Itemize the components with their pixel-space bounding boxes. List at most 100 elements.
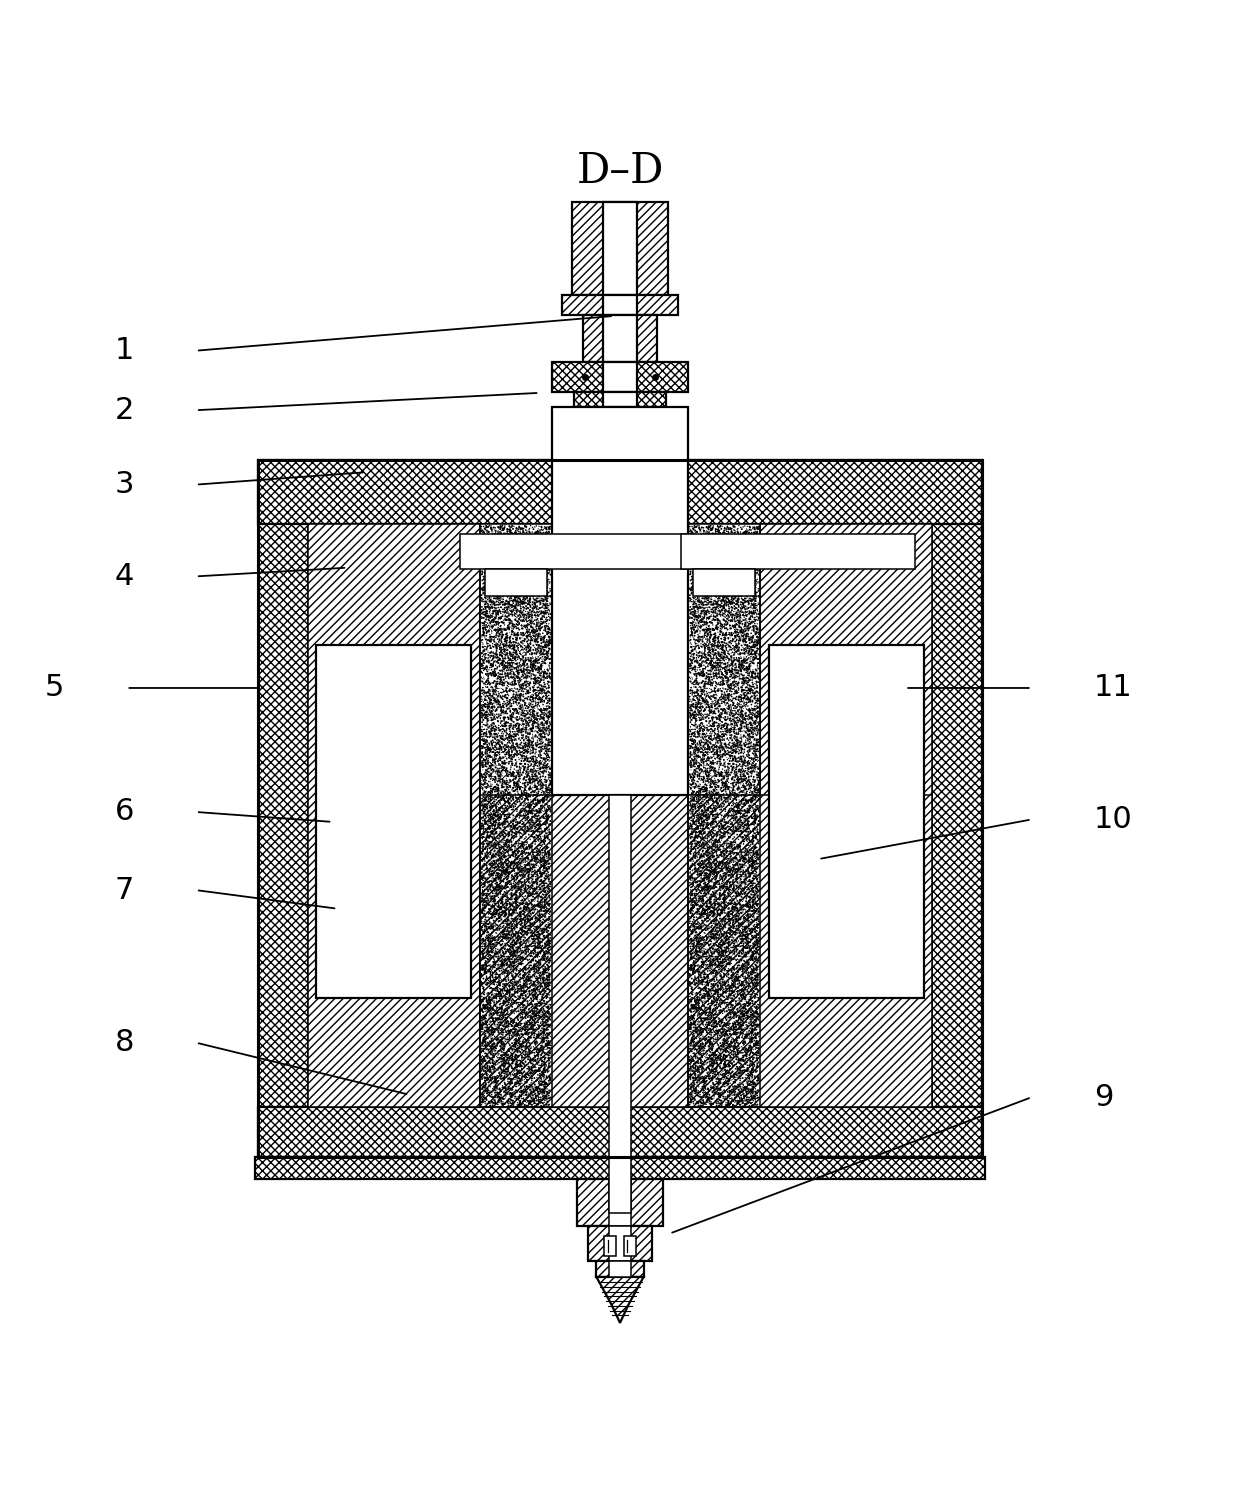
Point	[487, 1081, 507, 1105]
Point	[511, 641, 531, 665]
Point	[491, 595, 511, 619]
Point	[744, 661, 764, 685]
Point	[489, 1027, 508, 1051]
Point	[502, 589, 522, 613]
Point	[722, 737, 742, 761]
Point	[697, 875, 717, 898]
Point	[498, 531, 518, 555]
Point	[722, 979, 742, 1003]
Point	[715, 661, 735, 685]
Point	[681, 945, 701, 969]
Point	[486, 528, 506, 552]
Point	[737, 770, 756, 794]
Point	[497, 924, 517, 948]
Point	[506, 870, 526, 894]
Point	[497, 927, 517, 951]
Point	[531, 570, 551, 594]
Point	[521, 1081, 541, 1105]
Point	[534, 812, 554, 836]
Point	[745, 982, 765, 1006]
Point	[515, 671, 534, 695]
Point	[520, 794, 539, 818]
Point	[491, 715, 511, 739]
Point	[702, 588, 722, 611]
Point	[699, 1052, 719, 1076]
Point	[539, 641, 559, 665]
Point	[479, 785, 498, 809]
Point	[686, 1020, 706, 1044]
Point	[740, 999, 760, 1023]
Point	[680, 1005, 699, 1029]
Point	[538, 849, 558, 873]
Point	[693, 858, 713, 882]
Point	[526, 626, 546, 650]
Point	[517, 922, 537, 946]
Point	[503, 685, 523, 709]
Point	[730, 1035, 750, 1058]
Point	[475, 873, 495, 897]
Point	[703, 798, 723, 822]
Point	[512, 897, 532, 921]
Point	[730, 762, 750, 786]
Point	[518, 540, 538, 564]
Point	[496, 1052, 516, 1076]
Point	[682, 806, 702, 830]
Point	[515, 758, 534, 782]
Point	[732, 795, 751, 819]
Point	[492, 813, 512, 837]
Point	[505, 727, 525, 750]
Point	[708, 629, 728, 653]
Point	[703, 617, 723, 641]
Point	[513, 540, 533, 564]
Point	[531, 800, 551, 824]
Point	[743, 1085, 763, 1109]
Point	[479, 743, 498, 767]
Point	[708, 922, 728, 946]
Point	[523, 1041, 543, 1064]
Point	[723, 1069, 743, 1093]
Point	[517, 1067, 537, 1091]
Point	[525, 1088, 544, 1112]
Point	[692, 888, 712, 912]
Point	[532, 638, 552, 662]
Point	[533, 861, 553, 885]
Point	[528, 885, 548, 909]
Point	[742, 1030, 761, 1054]
Point	[686, 801, 706, 825]
Point	[697, 683, 717, 707]
Point	[525, 755, 544, 779]
Point	[698, 734, 718, 758]
Point	[693, 547, 713, 571]
Point	[511, 746, 531, 770]
Point	[506, 854, 526, 878]
Point	[538, 972, 558, 996]
Point	[537, 1017, 557, 1041]
Point	[485, 718, 505, 742]
Point	[734, 1006, 754, 1030]
Point	[497, 861, 517, 885]
Point	[503, 546, 523, 570]
Point	[485, 1088, 505, 1112]
Point	[537, 812, 557, 836]
Point	[704, 771, 724, 795]
Point	[521, 586, 541, 610]
Point	[498, 740, 518, 764]
Point	[502, 885, 522, 909]
Point	[698, 858, 718, 882]
Point	[507, 907, 527, 931]
Point	[534, 646, 554, 670]
Point	[538, 634, 558, 658]
Point	[742, 599, 761, 623]
Point	[703, 800, 723, 824]
Point	[722, 951, 742, 975]
Point	[508, 552, 528, 576]
Point	[479, 573, 498, 597]
Point	[516, 759, 536, 783]
Point	[719, 567, 739, 591]
Point	[714, 571, 734, 595]
Point	[694, 984, 714, 1008]
Point	[539, 949, 559, 973]
Point	[533, 782, 553, 806]
Point	[489, 800, 508, 824]
Point	[490, 655, 510, 679]
